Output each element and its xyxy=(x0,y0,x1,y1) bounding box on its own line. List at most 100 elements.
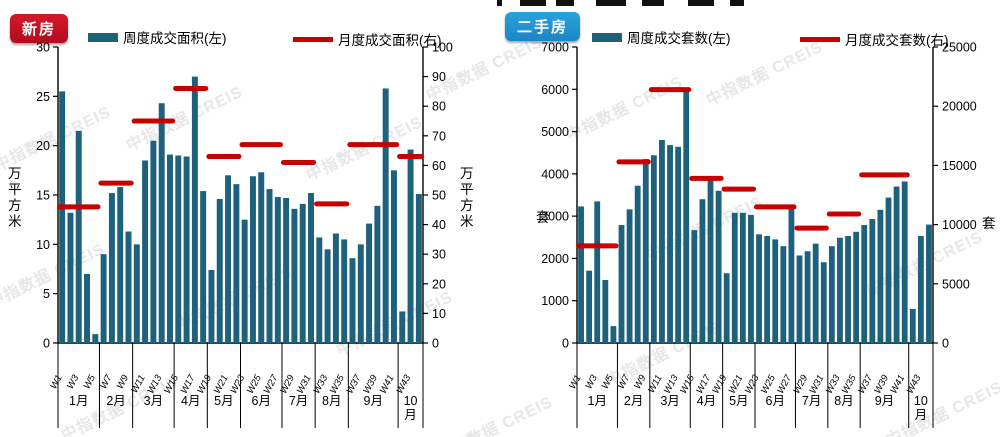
weekly-bar xyxy=(150,140,157,343)
weekly-bar xyxy=(366,223,373,343)
right-axis-tick-label: 20 xyxy=(432,277,446,291)
right-axis-title: 万平方米 xyxy=(460,166,474,229)
monthly-line-legend-swatch xyxy=(293,36,333,42)
weekly-bar xyxy=(67,212,74,343)
week-label: W33 xyxy=(311,373,330,396)
week-label: W25 xyxy=(245,373,264,396)
week-label: W41 xyxy=(378,373,397,395)
weekly-bar xyxy=(820,262,827,343)
weekly-bar xyxy=(225,175,232,343)
weekly-bar xyxy=(861,225,868,343)
week-label: W35 xyxy=(840,373,859,396)
weekly-bar xyxy=(100,254,107,343)
week-label: W15 xyxy=(162,373,181,396)
weekly-bar xyxy=(739,212,746,343)
weekly-bar xyxy=(117,187,124,343)
month-label: 7月 xyxy=(289,394,308,408)
weekly-bar xyxy=(715,190,722,343)
week-label: W15 xyxy=(678,373,697,396)
month-label: 7月 xyxy=(802,394,821,408)
weekly-bar xyxy=(191,76,198,343)
month-label: 9月 xyxy=(875,394,894,408)
weekly-bar xyxy=(869,219,876,343)
right-chart-legend-line: 月度成交套数(右) xyxy=(800,29,949,49)
weekly-bar xyxy=(59,91,66,344)
week-label: W3 xyxy=(65,373,82,391)
left-axis-tick-label: 4000 xyxy=(541,167,569,181)
month-label: 8月 xyxy=(322,394,341,408)
weekly-bar xyxy=(602,279,609,343)
weekly-bar xyxy=(390,170,397,343)
weekly-bar xyxy=(200,191,207,343)
week-label: W11 xyxy=(129,373,148,395)
week-label: W43 xyxy=(394,373,413,396)
left-axis-tick-label: 1000 xyxy=(541,294,569,308)
week-label: W17 xyxy=(179,373,198,396)
weekly-bar xyxy=(764,236,771,343)
right-axis-tick-label: 80 xyxy=(432,100,446,114)
right-axis-tick-label: 60 xyxy=(432,159,446,173)
weekly-bar xyxy=(796,255,803,343)
week-label: W29 xyxy=(791,373,810,396)
left-chart-legend: 周度成交面积(左) xyxy=(88,27,227,47)
weekly-bar xyxy=(650,155,657,343)
weekly-bar-legend-swatch xyxy=(88,32,118,42)
weekly-bar xyxy=(917,236,924,343)
weekly-bar xyxy=(341,239,348,343)
weekly-bar xyxy=(788,205,795,343)
weekly-bar xyxy=(399,311,406,343)
weekly-bar xyxy=(594,201,601,343)
week-label: W3 xyxy=(583,373,600,391)
weekly-bar-legend-label: 周度成交套数(左) xyxy=(627,31,731,46)
left-axis-tick-label: 20 xyxy=(36,139,50,153)
right-axis-tick-label: 10 xyxy=(432,307,446,321)
weekly-bar xyxy=(634,185,641,343)
week-label: W31 xyxy=(808,373,827,395)
weekly-bar xyxy=(723,273,730,343)
week-label: W31 xyxy=(295,373,314,395)
right-axis-tick-label: 90 xyxy=(432,70,446,84)
weekly-bar xyxy=(324,249,331,343)
weekly-bar xyxy=(316,237,323,343)
weekly-bar xyxy=(258,172,265,343)
weekly-bar xyxy=(274,196,281,343)
weekly-bar xyxy=(667,145,673,343)
month-label: 8月 xyxy=(834,394,853,408)
weekly-bar xyxy=(659,140,665,343)
month-label: 10 月 xyxy=(404,394,418,422)
weekly-bar xyxy=(158,103,165,344)
week-label: W39 xyxy=(361,373,380,396)
weekly-bar xyxy=(167,154,173,343)
month-label: 6月 xyxy=(766,394,785,408)
weekly-bar xyxy=(142,160,149,343)
left-axis-tick-label: 25 xyxy=(36,90,50,104)
right-axis-tick-label: 70 xyxy=(432,129,446,143)
right-axis-tick-label: 5000 xyxy=(942,277,970,291)
week-label: W43 xyxy=(905,373,924,396)
weekly-bar xyxy=(108,193,115,343)
week-label: W39 xyxy=(872,373,891,396)
week-label: W23 xyxy=(743,373,762,396)
left-axis-tick-label: 0 xyxy=(562,337,569,351)
weekly-bar xyxy=(901,181,908,343)
weekly-bar xyxy=(216,198,223,343)
right-chart-legend: 周度成交套数(左) xyxy=(592,27,731,47)
right-axis-tick-label: 20000 xyxy=(942,100,977,114)
left-axis-title: 套 xyxy=(536,210,550,225)
weekly-bar xyxy=(125,231,132,343)
right-axis-tick-label: 0 xyxy=(942,337,949,351)
weekly-bar xyxy=(183,156,190,343)
left-chart-legend-line: 月度成交面积(右) xyxy=(293,29,442,49)
weekly-bar xyxy=(772,239,779,343)
weekly-bar xyxy=(308,193,314,343)
weekly-bar xyxy=(893,186,900,343)
weekly-bar xyxy=(853,231,860,343)
monthly-line-legend-label: 月度成交面积(右) xyxy=(338,33,442,48)
secondhand-homes-badge: 二手房 xyxy=(505,12,581,41)
week-label: W1 xyxy=(48,373,64,391)
week-label: W41 xyxy=(888,373,907,395)
month-label: 10 月 xyxy=(914,394,928,422)
weekly-bar xyxy=(241,219,248,343)
weekly-bar xyxy=(699,199,706,343)
week-label: W1 xyxy=(567,373,583,391)
